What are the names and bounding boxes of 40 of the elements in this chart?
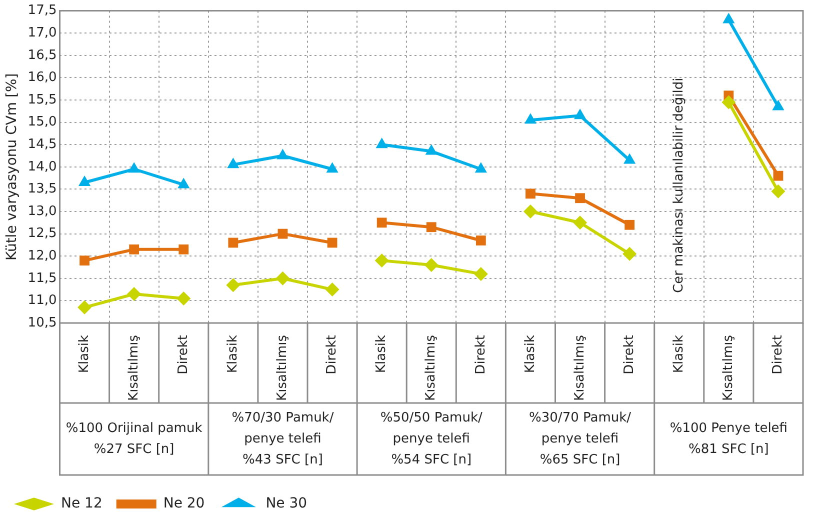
x-tick-label: Direkt (622, 335, 637, 374)
text: %70/30 Pamuk/ penye telefi %43 SFC [n] (232, 410, 334, 468)
y-tick-label: 17,5 (28, 3, 57, 18)
y-tick-label: 16,5 (28, 48, 57, 63)
x-tick-label: Kısaltılmış (126, 334, 142, 401)
y-tick-label: 14,5 (28, 136, 57, 152)
y-tick-label: 11,0 (28, 293, 57, 308)
x-tick-label: Klasik (226, 334, 241, 374)
x-tick-label: Klasik (374, 334, 390, 374)
x-tick-label: Klasik (672, 334, 686, 374)
y-tick-label: 17,0 (28, 25, 57, 40)
y-tick-label: 14,0 (28, 159, 57, 174)
y-tick-label: 10,5 (28, 315, 57, 330)
x-tick-label: Klasik (76, 334, 92, 374)
y-tick-label: 13,5 (28, 182, 57, 197)
y-tick-label: 11,5 (28, 270, 57, 286)
x-tick-label: Kısaltılmış (572, 334, 588, 401)
x-tick-label: Kısaltılmış (424, 334, 439, 401)
y-tick-label: 12,0 (28, 248, 57, 264)
y-tick-label: 15,0 (28, 114, 57, 130)
y-tick-label: 12,5 (28, 226, 57, 242)
y-axis-title: Kütle varyasyonu CVm [%] (4, 73, 20, 261)
x-tick-label: Direkt (770, 335, 786, 374)
x-tick-label: Direkt (473, 335, 488, 374)
legend-label: Ne 12 (61, 496, 102, 512)
text: %100 Orijinal pamuk %27 SFC [n] (66, 420, 203, 457)
x-tick-label: Direkt (324, 335, 340, 374)
x-tick-label: Kısaltılmış (275, 334, 290, 401)
text: %30/70 Pamuk/ penye telefi %65 SFC [n] (529, 410, 632, 468)
y-tick-label: 16,0 (28, 70, 57, 86)
x-tick-label: Klasik (522, 334, 538, 374)
legend-label: Ne 20 (163, 496, 205, 512)
y-tick-label: 15,5 (28, 92, 57, 108)
annotation: Cer makinası kullanılabilir değildi (672, 78, 686, 293)
y-tick-label: 13,0 (28, 204, 57, 219)
x-tick-label: Kısaltılmış (721, 334, 736, 401)
text: %100 Penye telefi %81 SFC [n] (670, 420, 788, 457)
x-tick-label: Direkt (176, 335, 191, 374)
text: %50/50 Pamuk/ penye telefi %54 SFC [n] (380, 410, 483, 468)
legend-label: Ne 30 (266, 496, 308, 512)
